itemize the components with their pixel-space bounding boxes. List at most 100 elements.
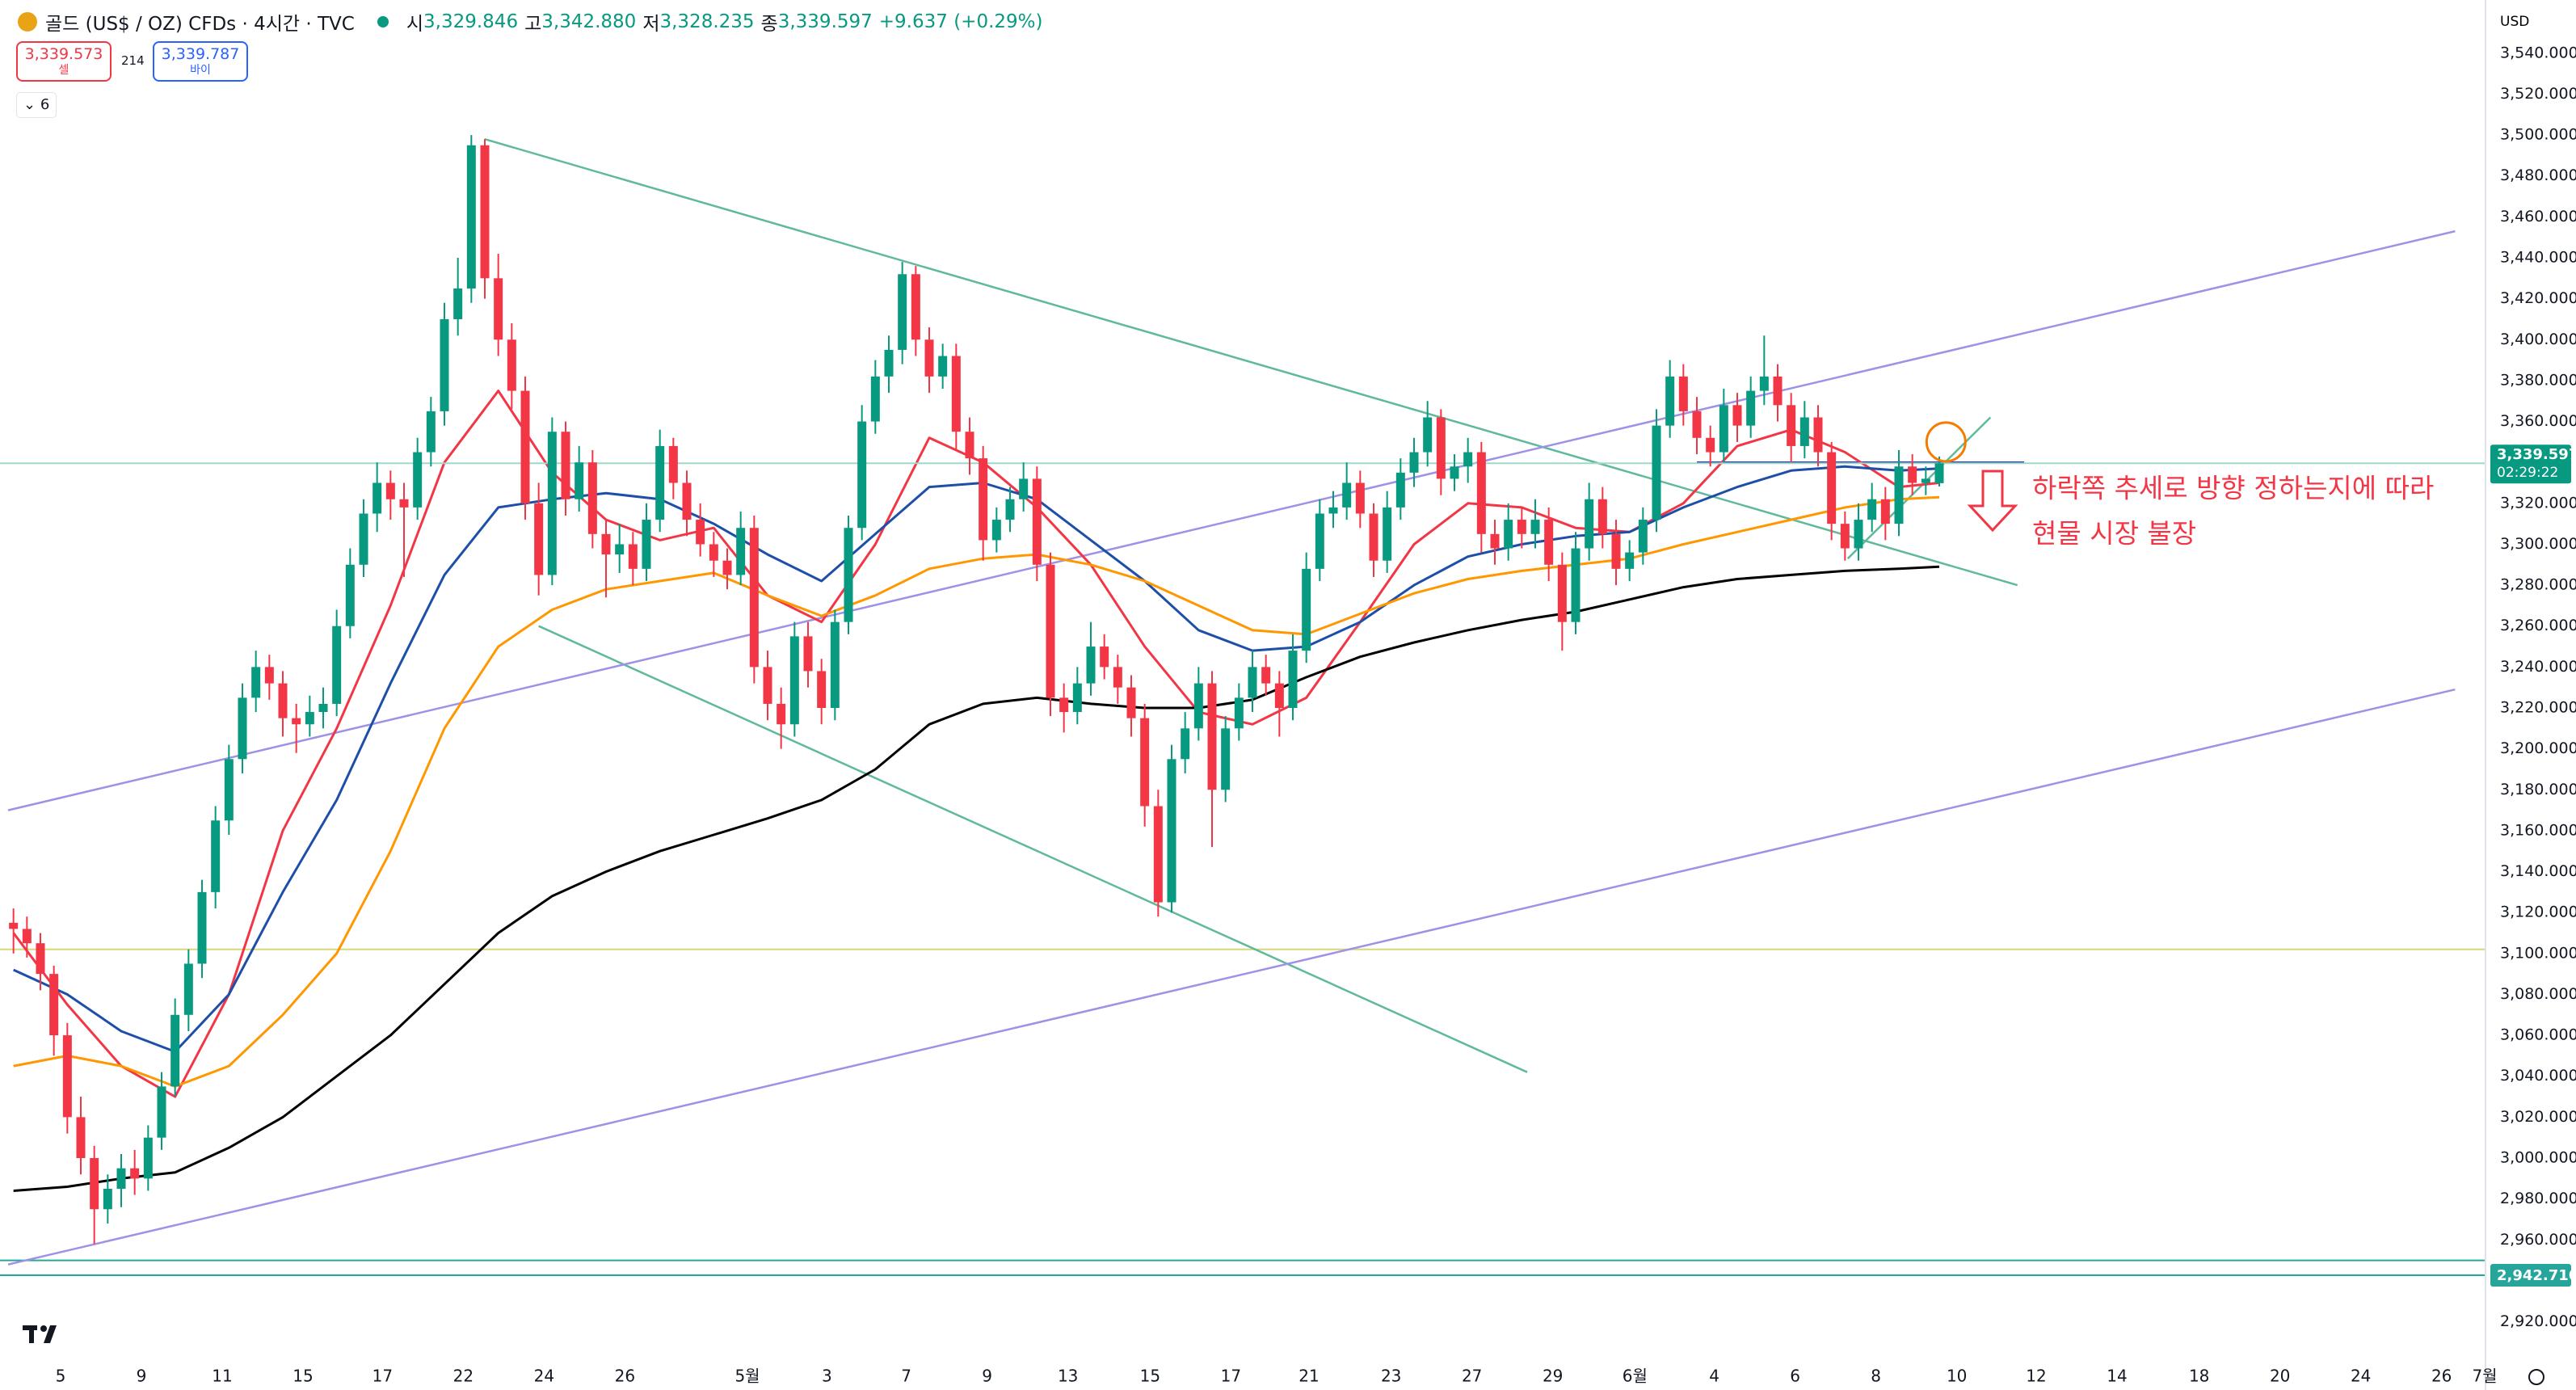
indicator-toggle[interactable]: ⌄ 6 — [16, 92, 57, 118]
ohlc-value: 3,339.597 — [777, 11, 873, 32]
candle-body — [440, 318, 449, 411]
candle-body — [466, 145, 476, 289]
candle-body — [1032, 478, 1042, 565]
candle-body — [642, 520, 651, 569]
candle-body — [426, 411, 436, 453]
x-tick-label: 8 — [1871, 1367, 1881, 1386]
candle-body — [157, 1086, 166, 1138]
candle-body — [722, 560, 732, 575]
tv-logo — [23, 1325, 57, 1343]
ohlc-value: 3,342.880 — [541, 11, 637, 32]
moving-average — [13, 465, 1940, 1053]
candle-body — [991, 520, 1001, 541]
trend-line — [7, 688, 2456, 1266]
indicator-count: 6 — [40, 96, 50, 113]
y-tick-label: 3,460.000 — [2500, 208, 2576, 225]
candle-body — [1140, 718, 1150, 807]
header: 골드 (US$ / OZ) CFDs · 4시간 · TVC 시 3,329.84… — [18, 8, 1043, 36]
candle-body — [1665, 376, 1675, 426]
buy-button[interactable]: 3,339.787 바이 — [153, 41, 248, 82]
y-tick-label: 3,200.000 — [2500, 739, 2576, 757]
candle-body — [292, 718, 301, 725]
candle-body — [1315, 513, 1324, 569]
candle-body — [1490, 533, 1500, 549]
y-tick-label: 3,020.000 — [2500, 1108, 2576, 1126]
x-tick-label: 3 — [822, 1367, 832, 1386]
price-tag — [2490, 444, 2571, 484]
candle-body — [143, 1137, 153, 1179]
y-tick-label: 3,360.000 — [2500, 412, 2576, 430]
sell-button[interactable]: 3,339.573 셀 — [16, 41, 112, 82]
candle-body — [373, 482, 382, 514]
candle-body — [1072, 683, 1082, 713]
candle-body — [413, 452, 423, 508]
candle-body — [1450, 466, 1459, 479]
candle-body — [1787, 405, 1796, 446]
candle-body — [183, 963, 193, 1015]
candle-body — [1302, 568, 1311, 651]
candle-body — [1732, 405, 1742, 426]
candle-body — [1544, 520, 1554, 565]
candle-body — [1261, 667, 1271, 684]
plot-area — [0, 135, 2485, 1277]
y-tick-label: 2,980.000 — [2500, 1190, 2576, 1207]
candle-body — [36, 943, 45, 975]
ohlc-value: 3,329.846 — [423, 11, 519, 32]
spread: 214 — [121, 53, 145, 68]
x-tick-label: 20 — [2270, 1367, 2290, 1386]
x-tick-label: 10 — [1947, 1367, 1967, 1386]
sell-price: 3,339.573 — [24, 45, 103, 63]
candle-body — [1274, 683, 1284, 709]
candle-body — [1530, 520, 1540, 534]
candle-body — [696, 520, 705, 545]
candle-body — [278, 683, 288, 718]
candle-body — [911, 274, 920, 340]
candle-body — [803, 636, 813, 672]
level-tag-value: 2,942.710 — [2497, 1267, 2576, 1284]
candle-body — [965, 432, 974, 459]
candle-body — [332, 626, 342, 704]
x-tick-label: 9 — [137, 1367, 147, 1386]
candle-body — [385, 482, 395, 499]
candle-body — [1611, 533, 1621, 569]
candle-body — [1813, 417, 1823, 453]
candle-body — [76, 1117, 86, 1159]
x-tick-label: 22 — [453, 1367, 474, 1386]
candle-body — [1517, 520, 1526, 534]
candle-body — [494, 278, 503, 340]
candle-body — [170, 1014, 180, 1087]
y-tick-label: 3,440.000 — [2500, 249, 2576, 267]
candle-body — [1193, 683, 1203, 729]
trend-line — [1846, 416, 1992, 560]
candle-body — [22, 929, 32, 944]
candle-body — [1221, 728, 1231, 790]
trend-line — [7, 230, 2456, 811]
settings-icon[interactable] — [2528, 1369, 2544, 1385]
moving-average — [13, 565, 1940, 1192]
candle-body — [749, 528, 759, 668]
candle-body — [1409, 452, 1419, 473]
candle-body — [817, 671, 827, 709]
candle-body — [1678, 376, 1688, 411]
candle-body — [1248, 667, 1257, 698]
change: +9.637 (+0.29%) — [878, 11, 1043, 32]
x-tick-label: 6 — [1790, 1367, 1800, 1386]
candle-body — [1759, 376, 1769, 391]
candle-body — [1867, 499, 1877, 520]
candle-body — [1706, 437, 1715, 453]
x-tick-label: 5 — [56, 1367, 66, 1386]
y-tick-label: 2,920.000 — [2500, 1312, 2576, 1330]
y-tick-label: 3,520.000 — [2500, 85, 2576, 103]
candle-body — [1234, 697, 1244, 729]
x-tick-label: 17 — [373, 1367, 393, 1386]
candle-body — [399, 499, 409, 508]
x-tick-label: 29 — [1543, 1367, 1563, 1386]
ohlc-key: 종 — [760, 14, 778, 35]
x-tick-label: 17 — [1221, 1367, 1241, 1386]
candle-body — [1571, 548, 1581, 622]
y-tick-label: 3,300.000 — [2500, 535, 2576, 553]
y-tick-label: 3,140.000 — [2500, 862, 2576, 880]
candle-body — [359, 513, 368, 565]
y-tick-label: 3,000.000 — [2500, 1149, 2576, 1167]
candle-body — [1638, 520, 1648, 553]
